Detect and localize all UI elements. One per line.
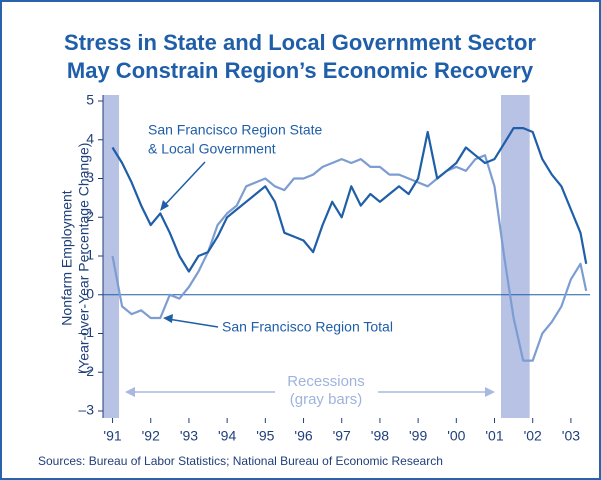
x-tick-label: '98 [371,428,389,444]
y-tick-label: 5 [86,92,94,108]
x-tick-label: '01 [485,428,503,444]
annotation: & Local Government [148,141,276,157]
data-line [111,127,588,273]
x-tick-label: '03 [562,428,580,444]
x-tick-label: '93 [180,428,198,444]
annotation: San Francisco Region Total [222,319,393,335]
annotation-arrow [161,161,206,209]
x-tick-label: '02 [524,428,542,444]
x-tick-label: '97 [333,428,351,444]
y-axis-label: (Year-over-Year Percentage Change) [76,143,92,374]
x-tick-label: '92 [142,428,160,444]
arrowhead [163,314,173,323]
annotation: (gray bars) [290,391,363,408]
y-tick-label: 1 [86,247,94,263]
y-tick-label: 3 [86,169,94,185]
recession-bar [501,95,530,418]
y-tick-label: 0 [86,285,94,301]
annotation-arrow [167,318,219,328]
recession-layer [103,95,530,418]
chart-title: May Constrain Region’s Economic Recovery [67,58,534,83]
x-tick-label: '00 [447,428,465,444]
source-note: Sources: Bureau of Labor Statistics; Nat… [38,454,443,468]
arrowhead [160,200,169,211]
x-tick-label: '96 [294,428,312,444]
y-axis-label: Nonfarm Employment [59,190,75,325]
y-tick-label: –1 [78,324,94,340]
annotation: San Francisco Region State [148,122,323,138]
y-tick-label: –3 [78,402,94,418]
chart-title: Stress in State and Local Government Sec… [64,30,536,55]
recession-bar [103,95,120,418]
data-line [111,154,588,362]
x-tick-label: '95 [256,428,274,444]
annotation: Recessions [287,373,365,390]
y-tick-label: –2 [78,363,94,379]
x-tick-label: '99 [409,428,427,444]
x-tick-label: '94 [218,428,236,444]
y-tick-label: 2 [86,208,94,224]
x-tick-label: '91 [103,428,121,444]
y-tick-label: 4 [86,130,94,146]
